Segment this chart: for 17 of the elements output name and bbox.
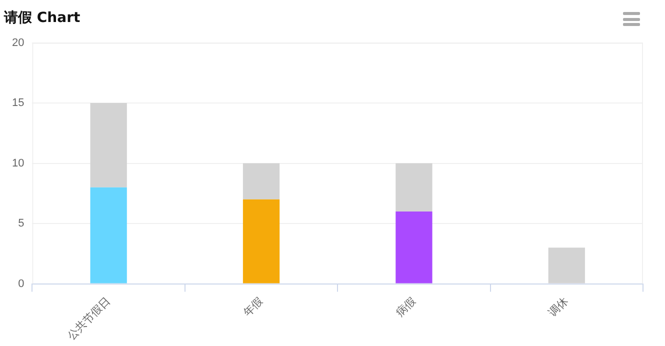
y-tick-label: 0 xyxy=(18,278,24,290)
y-tick-label: 10 xyxy=(12,157,24,170)
x-tick-label: 调休 xyxy=(546,295,571,320)
y-tick-label: 5 xyxy=(18,218,24,230)
bar xyxy=(242,163,280,200)
bar xyxy=(396,211,432,284)
y-tick-label: 20 xyxy=(12,36,24,49)
x-tick-label: 年假 xyxy=(241,295,266,320)
chart-title: 请假 Chart xyxy=(3,10,80,26)
x-tick-label: 病假 xyxy=(393,294,418,320)
x-tick-label: 公共节假日 xyxy=(64,294,113,343)
bar xyxy=(90,103,127,188)
bar xyxy=(396,163,432,212)
bar xyxy=(90,187,127,284)
bar xyxy=(242,199,280,284)
bar xyxy=(548,248,585,284)
y-tick-label: 15 xyxy=(12,97,24,110)
